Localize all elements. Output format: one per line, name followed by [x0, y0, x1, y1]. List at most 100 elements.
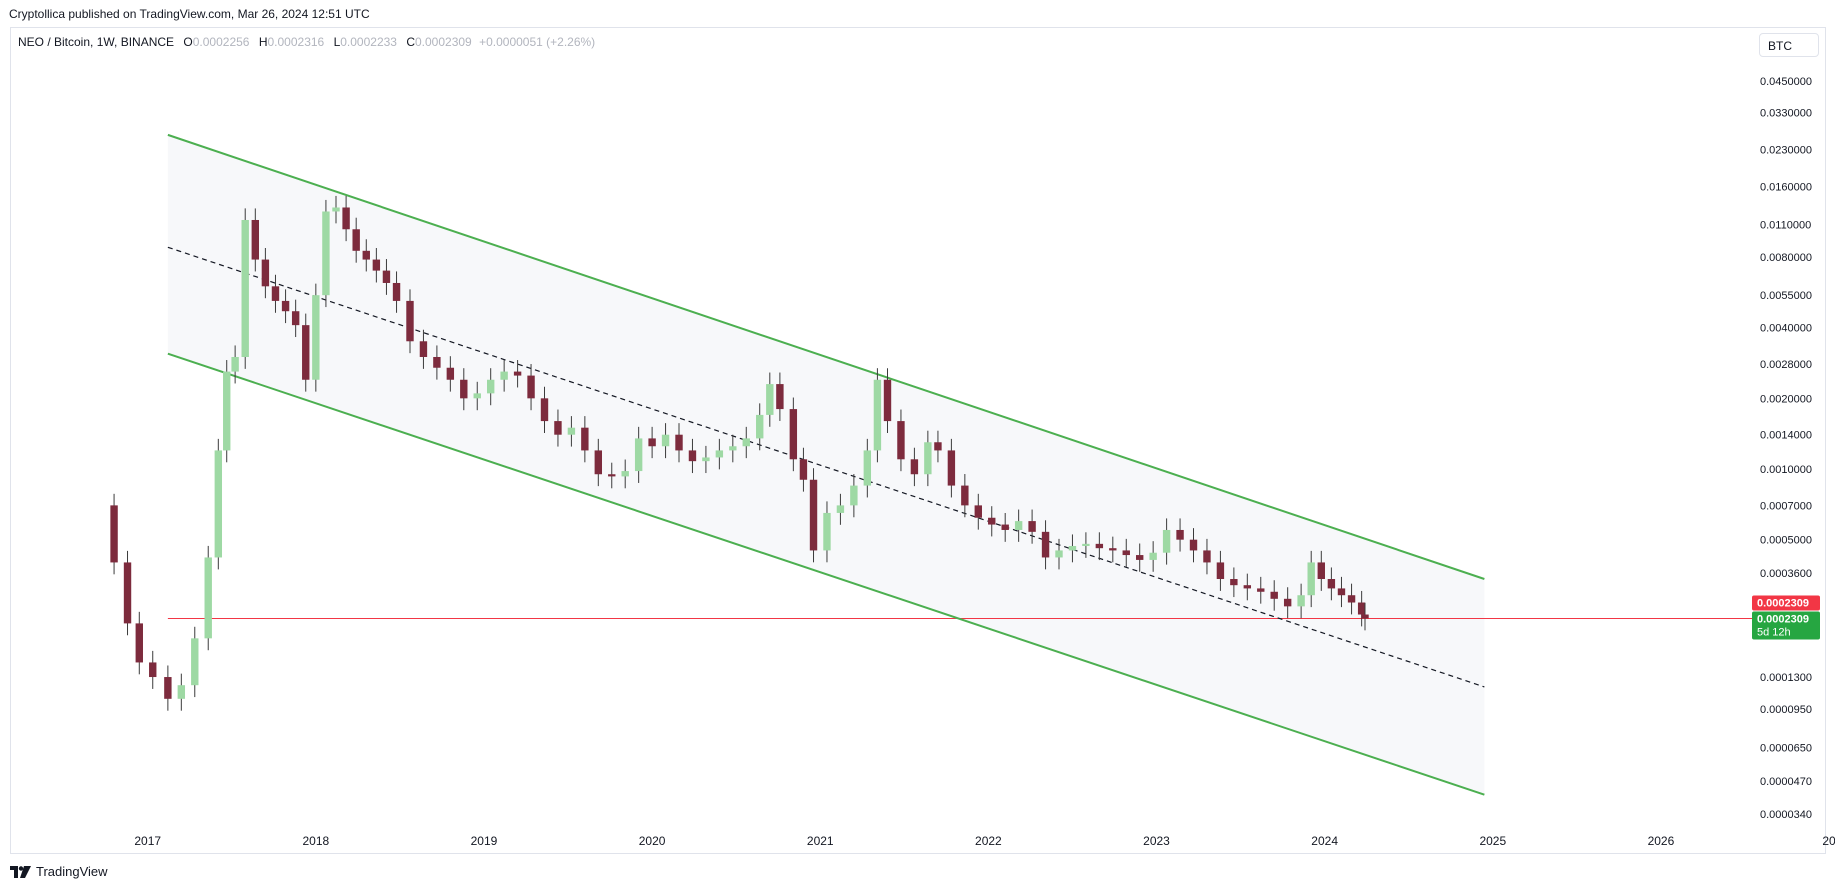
candle-body: [352, 229, 360, 251]
candle-body: [1001, 524, 1009, 530]
candle-body: [608, 474, 616, 477]
x-tick-label: 2026: [1648, 834, 1675, 848]
currency-button[interactable]: BTC: [1759, 33, 1819, 57]
x-tick-label: 2020: [639, 834, 666, 848]
candle-body: [988, 517, 996, 525]
candle-body: [554, 421, 562, 435]
candle-body: [527, 375, 535, 399]
candle-body: [372, 259, 381, 271]
candle-body: [934, 442, 942, 451]
candle-body: [1283, 598, 1292, 607]
candle-body: [223, 371, 231, 451]
last-price-label-bg: [1752, 595, 1820, 611]
y-tick-label: 0.0160000: [1760, 181, 1812, 193]
candle-body: [1082, 543, 1090, 546]
candle-body: [1028, 521, 1036, 532]
y-tick-label: 0.0000650: [1760, 743, 1812, 755]
candle-body: [675, 434, 683, 451]
close-label: C: [406, 35, 415, 49]
y-tick-label: 0.0010000: [1760, 464, 1812, 476]
tradingview-logo-text: TradingView: [36, 864, 108, 879]
low-label: L: [333, 35, 341, 49]
candle-body: [742, 438, 750, 447]
candle-body: [776, 384, 784, 410]
candle-body: [756, 414, 764, 439]
candle-body: [1095, 543, 1104, 549]
candle-body: [1109, 548, 1117, 551]
candle-body: [271, 286, 280, 301]
candle-body: [433, 356, 441, 368]
channel-lower-line: [167, 352, 1485, 796]
symbol-legend: NEO / Bitcoin, 1W, BINANCE O0.0002256 H0…: [18, 35, 595, 49]
candle-body: [486, 379, 495, 394]
close-value: 0.0002309: [415, 35, 472, 49]
candle-body: [961, 485, 969, 506]
candle-body: [1136, 555, 1144, 560]
candle-body: [500, 371, 508, 380]
candle-body: [1297, 595, 1305, 607]
candle-body: [910, 459, 919, 475]
published-by-text: Cryptollica published on TradingView.com…: [9, 7, 370, 21]
candle-body: [809, 479, 818, 551]
candle-body: [883, 379, 892, 422]
y-tick-label: 0.0020000: [1760, 393, 1812, 405]
x-tick-label: 20: [1822, 834, 1835, 848]
y-tick-label: 0.0040000: [1760, 323, 1812, 335]
candle-body: [634, 438, 643, 472]
candle-body: [177, 685, 186, 699]
candle-body: [1357, 602, 1366, 615]
candle-body: [1068, 545, 1077, 551]
last-price-label: 0.0002309: [1757, 597, 1809, 609]
candle-body: [204, 557, 212, 639]
candle-body: [648, 438, 656, 447]
candle-body: [863, 450, 872, 486]
chart-frame[interactable]: [10, 27, 1826, 854]
candle-body: [1327, 579, 1336, 589]
candle-body: [850, 485, 858, 506]
y-tick-label: 0.0450000: [1760, 76, 1812, 88]
x-tick-label: 2024: [1311, 834, 1338, 848]
candle-body: [1307, 562, 1315, 596]
x-tick-label: 2023: [1143, 834, 1170, 848]
channel-median-line: [167, 246, 1485, 688]
candle-body: [406, 300, 414, 342]
channel-upper-line: [167, 133, 1485, 580]
close-price-label: 0.0002309: [1757, 613, 1809, 625]
candle-body: [974, 505, 982, 518]
candle-body: [261, 259, 270, 287]
tradingview-logo[interactable]: TradingView: [10, 864, 108, 879]
countdown-label-bg: [1752, 611, 1820, 640]
countdown-label: 5d 12h: [1757, 626, 1791, 638]
candle-body: [1203, 550, 1211, 563]
candle-body: [191, 638, 199, 686]
candle-body: [1270, 591, 1278, 599]
y-tick-label: 0.0000470: [1760, 776, 1812, 788]
candle-body: [1361, 614, 1369, 619]
candle-body: [110, 505, 118, 563]
candle-body: [214, 450, 223, 558]
y-tick-label: 0.0080000: [1760, 252, 1812, 264]
high-value: 0.0002316: [267, 35, 325, 49]
symbol-name[interactable]: NEO / Bitcoin, 1W, BINANCE: [18, 35, 175, 49]
candle-body: [1176, 529, 1184, 540]
candle-body: [540, 398, 549, 422]
candle-body: [149, 662, 157, 678]
candle-body: [1216, 562, 1225, 580]
open-label: O: [183, 35, 193, 49]
candle-body: [291, 311, 300, 326]
y-tick-label: 0.0014000: [1760, 430, 1812, 442]
candle-body: [231, 356, 239, 372]
candle-body: [702, 457, 710, 462]
candle-body: [1230, 579, 1238, 586]
candle-body: [382, 270, 391, 283]
candle-body: [332, 207, 340, 212]
candle-body: [1337, 588, 1346, 596]
candle-body: [1014, 521, 1023, 530]
candle-body: [1189, 539, 1198, 551]
x-tick-label: 2018: [302, 834, 329, 848]
channel-fill: [167, 134, 1485, 795]
candle-body: [621, 471, 629, 477]
candle-body: [789, 409, 798, 460]
candle-body: [924, 442, 932, 475]
